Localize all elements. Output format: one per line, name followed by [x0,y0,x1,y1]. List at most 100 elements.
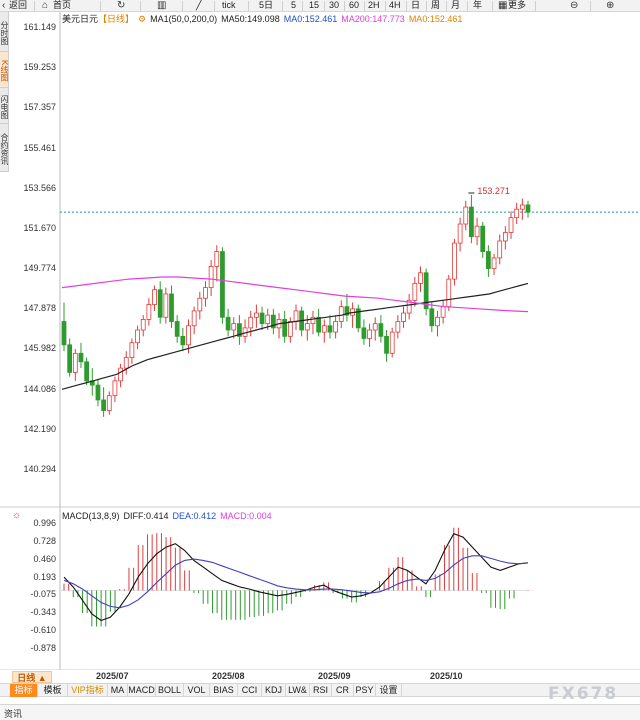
candle-body [355,308,361,329]
price-tick-label: 147.878 [23,303,56,314]
period-30m[interactable]: 30 [329,0,340,10]
candle-body [491,257,497,269]
candle-body [469,206,474,238]
candle-body [146,304,152,320]
zoom-in-icon[interactable]: ⊕ [606,0,615,11]
refresh-icon[interactable]: ↻ [117,0,126,11]
candle-body [157,289,163,318]
price-tick-label: 142.190 [23,423,56,434]
indicator-tab[interactable]: 模板 [38,684,68,697]
macd-dif-line [63,533,529,622]
macd-settings-icon[interactable]: ☼ [12,510,22,521]
price-tick-label: 161.149 [23,22,56,32]
tab-kline[interactable]: K线图 [0,52,9,88]
more-button[interactable]: 更多 [508,0,527,10]
price-tick-label: 151.670 [23,222,56,233]
period-label: 【日线】 [98,14,135,24]
indicator-tab[interactable]: BIAS [210,684,238,697]
macd-tick-label: -0.878 [30,643,56,653]
candle-body [118,367,123,382]
back-arrow-icon[interactable]: ‹ [2,0,6,11]
candle-body [248,316,254,329]
macd-diff: DIFF:0.414 [123,511,169,521]
candle-body [412,282,418,301]
candle-body [327,325,333,333]
candle-body [372,323,378,331]
candle-body [474,225,480,238]
status-bar: 资讯 [0,704,640,720]
indicator-tab[interactable]: VIP指标 [68,684,108,697]
symbol-name: 美元日元 [62,14,99,24]
indicator-tab[interactable]: LW& [286,684,310,697]
date-tick-label: 2025/07 [96,671,129,681]
price-tick-label: 153.566 [23,182,56,193]
home-icon[interactable]: ⌂ [42,0,49,11]
indicator-tab[interactable]: RSI [310,684,332,697]
indicator-tab[interactable]: KDJ [262,684,286,697]
period-4h[interactable]: 4H [389,0,401,10]
high-price-label: 153.271 [477,186,510,196]
news-label[interactable]: 资讯 [4,709,23,719]
price-tick-label: 140.294 [23,464,56,474]
period-selector-button[interactable]: 日线 ▲ [12,671,52,683]
macd-tick-label: -0.343 [30,607,56,618]
indicator-tab[interactable]: MACD [128,684,156,697]
home-button[interactable]: 首页 [53,0,72,10]
candle-body [186,325,191,346]
indicator-tab-bar: 指标 模板 VIP指标 MA MACD BOLL VOL BIAS CCI KDJ LW& RSI CR… [0,683,640,697]
candle-body [463,206,469,225]
period-60m[interactable]: 60 [349,0,360,10]
draw-line-icon[interactable]: ╱ [196,0,203,11]
candle-body [231,323,237,331]
candle-body [519,204,525,210]
period-week[interactable]: 周 [431,0,441,10]
candle-body [237,323,242,337]
candle-body [344,306,350,316]
period-5d[interactable]: 5日 [259,0,274,10]
candle-body [72,352,78,373]
candle-body [123,357,129,369]
ma0-value: MA0:152.461 [283,14,338,24]
candle-body [270,314,276,329]
candle-body [502,232,508,242]
price-tick-label: 159.253 [23,62,56,73]
tab-lightning[interactable]: 闪电图 [0,88,9,124]
indicator-tab[interactable]: MA [108,684,128,697]
left-tab-strip: 分时图 K线图 闪电图 合约资讯 [0,12,9,172]
chart-legend: 美元日元【日线】 ⚙ MA1(50,0,200,0) MA50:149.098 MA0:… [62,14,466,25]
candle-body [169,293,174,322]
period-tick[interactable]: tick [222,0,236,10]
candle-body [293,310,299,322]
tab-contract-info[interactable]: 合约资讯 [0,124,9,172]
period-day[interactable]: 日 [411,0,421,10]
chart-canvas[interactable]: 153.271 [0,12,640,670]
ma200-value: MA200:147.773 [341,14,405,24]
indicator-tab[interactable]: 指标 [10,684,38,697]
period-year[interactable]: 年 [473,0,483,10]
indicator-tab[interactable]: PSY [354,684,376,697]
ma-params: MA1(50,0,200,0) [150,14,218,24]
back-button[interactable]: 返回 [9,0,28,10]
indicator-tab[interactable]: 设置 [376,684,402,697]
candle-body [401,312,406,322]
candlestick-icon[interactable]: ▥ [157,0,167,11]
candle-body [497,240,503,259]
candle-body [418,272,423,284]
indicator-tab[interactable]: BOLL [156,684,184,697]
candle-body [140,318,146,331]
settings-icon[interactable]: ⚙ [138,14,147,24]
period-5m[interactable]: 5 [291,0,297,10]
tab-timeshare[interactable]: 分时图 [0,12,9,52]
indicator-tab[interactable]: CR [332,684,354,697]
indicator-tab[interactable]: VOL [184,684,210,697]
indicator-tab[interactable]: CCI [238,684,262,697]
price-tick-label: 157.357 [23,102,56,113]
period-2h[interactable]: 2H [368,0,380,10]
period-15m[interactable]: 15 [309,0,320,10]
zoom-out-icon[interactable]: ⊖ [570,0,579,11]
candle-body [333,321,338,333]
grid-menu-icon[interactable]: ▦ [498,0,508,11]
period-month[interactable]: 月 [451,0,461,10]
candle-body [457,223,463,244]
macd-tick-label: 0.996 [33,518,56,528]
